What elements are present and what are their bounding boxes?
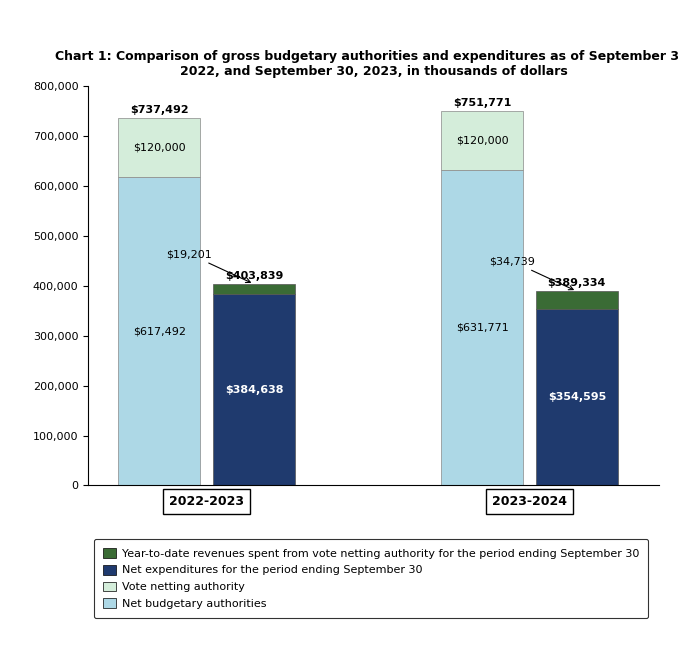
Bar <box>118 118 200 178</box>
Text: $737,492: $737,492 <box>130 104 189 114</box>
Text: $384,638: $384,638 <box>225 384 283 394</box>
Legend: Year-to-date revenues spent from vote netting authority for the period ending Se: Year-to-date revenues spent from vote ne… <box>94 539 648 618</box>
Text: $631,771: $631,771 <box>456 323 509 333</box>
Bar <box>441 170 523 485</box>
Text: $120,000: $120,000 <box>456 136 509 146</box>
Text: $354,595: $354,595 <box>548 392 606 402</box>
Bar <box>441 110 523 170</box>
Bar <box>536 291 618 309</box>
Text: $19,201: $19,201 <box>166 249 251 283</box>
Text: $120,000: $120,000 <box>133 142 185 152</box>
Bar <box>213 294 295 485</box>
Text: $34,739: $34,739 <box>490 256 573 290</box>
Text: $617,492: $617,492 <box>133 327 186 336</box>
Bar <box>536 309 618 485</box>
Bar <box>213 284 295 294</box>
Title: Chart 1: Comparison of gross budgetary authorities and expenditures as of Septem: Chart 1: Comparison of gross budgetary a… <box>55 51 679 78</box>
Text: $389,334: $389,334 <box>548 278 606 288</box>
Bar <box>118 178 200 485</box>
Text: $751,771: $751,771 <box>453 98 511 108</box>
Text: $403,839: $403,839 <box>225 271 283 281</box>
